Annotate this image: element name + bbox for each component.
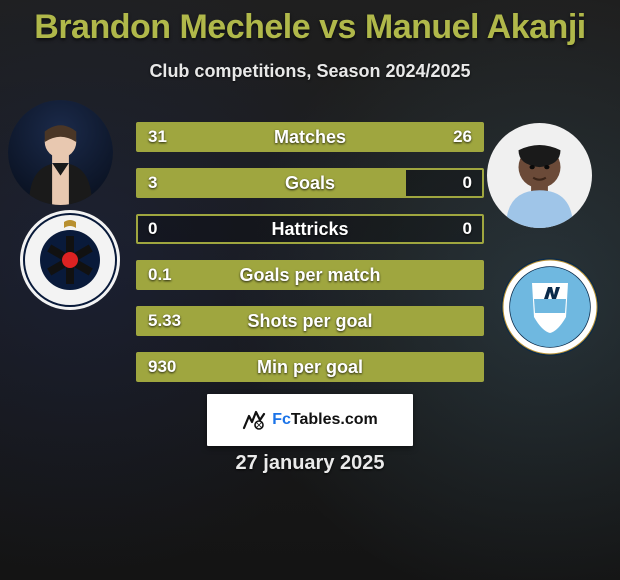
- stat-label: Matches: [138, 127, 482, 148]
- stat-row: 3Goals0: [136, 168, 484, 198]
- stat-value-right: 0: [463, 173, 472, 193]
- stat-label: Shots per goal: [138, 311, 482, 332]
- subtitle-text: Club competitions, Season 2024/2025: [149, 61, 470, 81]
- footer-date: 27 january 2025: [0, 452, 620, 475]
- page-title: Brandon Mechele vs Manuel Akanji: [0, 0, 620, 47]
- club-left-crest: [20, 210, 120, 310]
- brand-box: FcTables.com: [207, 394, 413, 446]
- stat-row: 930Min per goal: [136, 352, 484, 382]
- stat-label: Hattricks: [138, 219, 482, 240]
- page-subtitle: Club competitions, Season 2024/2025: [0, 61, 620, 82]
- brand-text: FcTables.com: [272, 411, 378, 429]
- stat-value-right: 26: [453, 127, 472, 147]
- fctables-logo-icon: [242, 408, 266, 432]
- player-left-avatar: [8, 100, 113, 205]
- date-text: 27 january 2025: [236, 452, 385, 474]
- player-right-avatar: [487, 123, 592, 228]
- stats-container: 31Matches263Goals00Hattricks00.1Goals pe…: [136, 122, 484, 398]
- brand-prefix: Fc: [272, 411, 291, 428]
- stat-label: Min per goal: [138, 357, 482, 378]
- stat-value-right: 0: [463, 219, 472, 239]
- stat-row: 0Hattricks0: [136, 214, 484, 244]
- club-right-crest: [500, 257, 600, 357]
- title-text: Brandon Mechele vs Manuel Akanji: [34, 8, 585, 46]
- stat-row: 31Matches26: [136, 122, 484, 152]
- stat-row: 0.1Goals per match: [136, 260, 484, 290]
- brand-suffix: Tables.com: [291, 411, 378, 428]
- stat-label: Goals: [138, 173, 482, 194]
- stat-label: Goals per match: [138, 265, 482, 286]
- stat-row: 5.33Shots per goal: [136, 306, 484, 336]
